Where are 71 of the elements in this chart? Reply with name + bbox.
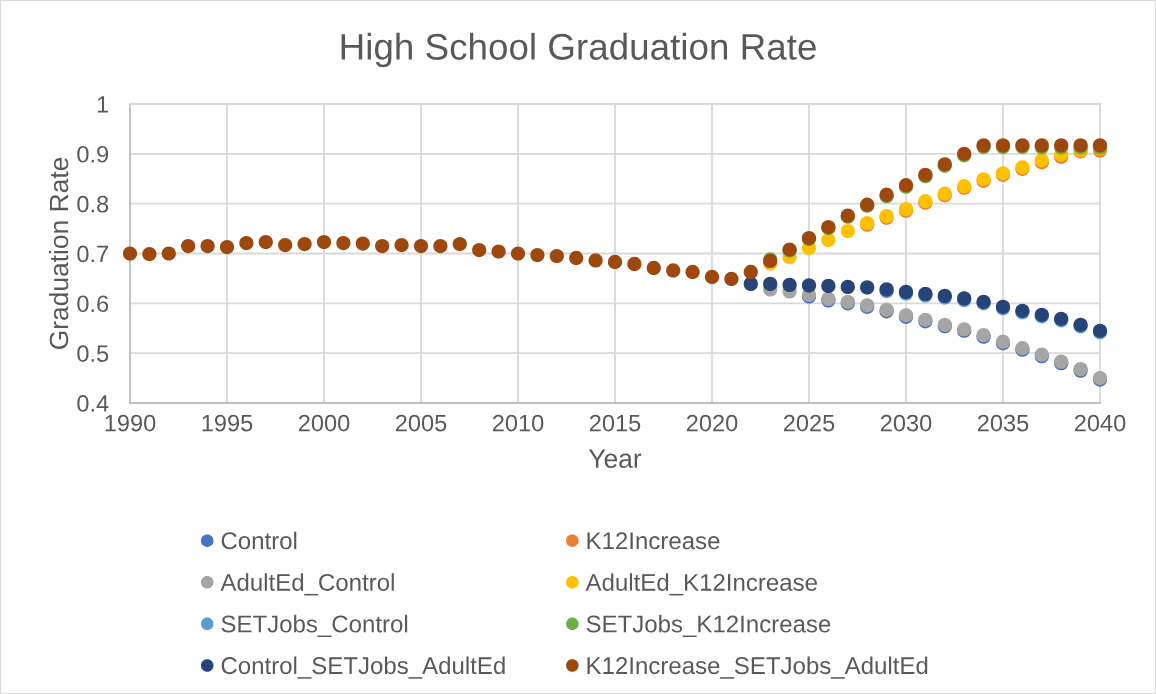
x-tick-label: 2020 bbox=[686, 414, 738, 432]
legend-label: AdultEd_Control bbox=[220, 573, 394, 596]
y-axis-title: Graduation Rate bbox=[48, 157, 69, 349]
point bbox=[394, 237, 409, 253]
legend-label: K12Increase_SETJobs_AdultEd bbox=[587, 656, 928, 679]
x-tick-label: 2025 bbox=[783, 414, 835, 432]
point bbox=[297, 236, 312, 252]
point bbox=[491, 244, 506, 259]
y-tick-label: 0.8 bbox=[77, 195, 109, 213]
point bbox=[142, 246, 157, 262]
point bbox=[569, 250, 584, 266]
point bbox=[355, 236, 370, 251]
x-tick-label: 2040 bbox=[1074, 414, 1126, 432]
point bbox=[122, 246, 138, 261]
legend-label: Control_SETJobs_AdultEd bbox=[221, 656, 505, 679]
point bbox=[452, 236, 467, 252]
point bbox=[782, 277, 797, 293]
x-tick-label: 1990 bbox=[105, 414, 156, 432]
x-axis-title: Year bbox=[588, 449, 642, 468]
point bbox=[530, 247, 545, 263]
legend-label: Control bbox=[221, 531, 297, 550]
y-tick-label: 0.6 bbox=[77, 295, 109, 313]
chart-title: High School Graduation Rate bbox=[341, 32, 816, 68]
point bbox=[181, 238, 196, 254]
point bbox=[472, 242, 487, 258]
point bbox=[239, 235, 254, 251]
point bbox=[375, 238, 390, 254]
point bbox=[336, 235, 351, 251]
point bbox=[161, 246, 176, 261]
point bbox=[763, 276, 778, 292]
y-tick-label: 0.5 bbox=[77, 345, 109, 362]
point bbox=[607, 254, 623, 270]
point bbox=[801, 278, 817, 293]
legend-label: AdultEd_K12Increase bbox=[585, 573, 817, 596]
point bbox=[646, 260, 661, 276]
point bbox=[219, 239, 235, 255]
point bbox=[549, 248, 564, 264]
point bbox=[704, 269, 720, 285]
point bbox=[258, 234, 273, 250]
point bbox=[433, 238, 448, 254]
point bbox=[588, 253, 603, 268]
point bbox=[685, 264, 700, 280]
point bbox=[821, 278, 836, 294]
point bbox=[666, 263, 681, 278]
legend-label: SETJobs_Control bbox=[221, 614, 408, 638]
y-tick-label: 0.7 bbox=[77, 245, 108, 263]
legend-label: SETJobs_K12Increase bbox=[586, 614, 831, 638]
point bbox=[724, 271, 739, 287]
point bbox=[316, 234, 332, 250]
point bbox=[200, 238, 215, 254]
point bbox=[278, 237, 293, 253]
point bbox=[413, 238, 429, 254]
y-tick-label: 1 bbox=[97, 96, 109, 113]
x-tick-label: 2035 bbox=[977, 414, 1029, 432]
x-tick-label: 1995 bbox=[202, 414, 253, 432]
point bbox=[743, 276, 758, 292]
point bbox=[821, 232, 836, 248]
x-tick-label: 2005 bbox=[395, 414, 447, 432]
x-tick-label: 2010 bbox=[492, 414, 544, 432]
x-tick-label: 2000 bbox=[298, 414, 350, 432]
point bbox=[743, 264, 758, 280]
point bbox=[627, 256, 642, 272]
point bbox=[840, 279, 855, 294]
point bbox=[840, 223, 855, 239]
point bbox=[510, 246, 526, 261]
point bbox=[860, 280, 875, 295]
y-tick-label: 0.9 bbox=[77, 145, 109, 163]
y-tick-label: 0.4 bbox=[77, 395, 109, 412]
x-tick-label: 2030 bbox=[880, 414, 932, 432]
legend-label: K12Increase bbox=[587, 532, 720, 550]
x-tick-label: 2015 bbox=[589, 414, 641, 432]
